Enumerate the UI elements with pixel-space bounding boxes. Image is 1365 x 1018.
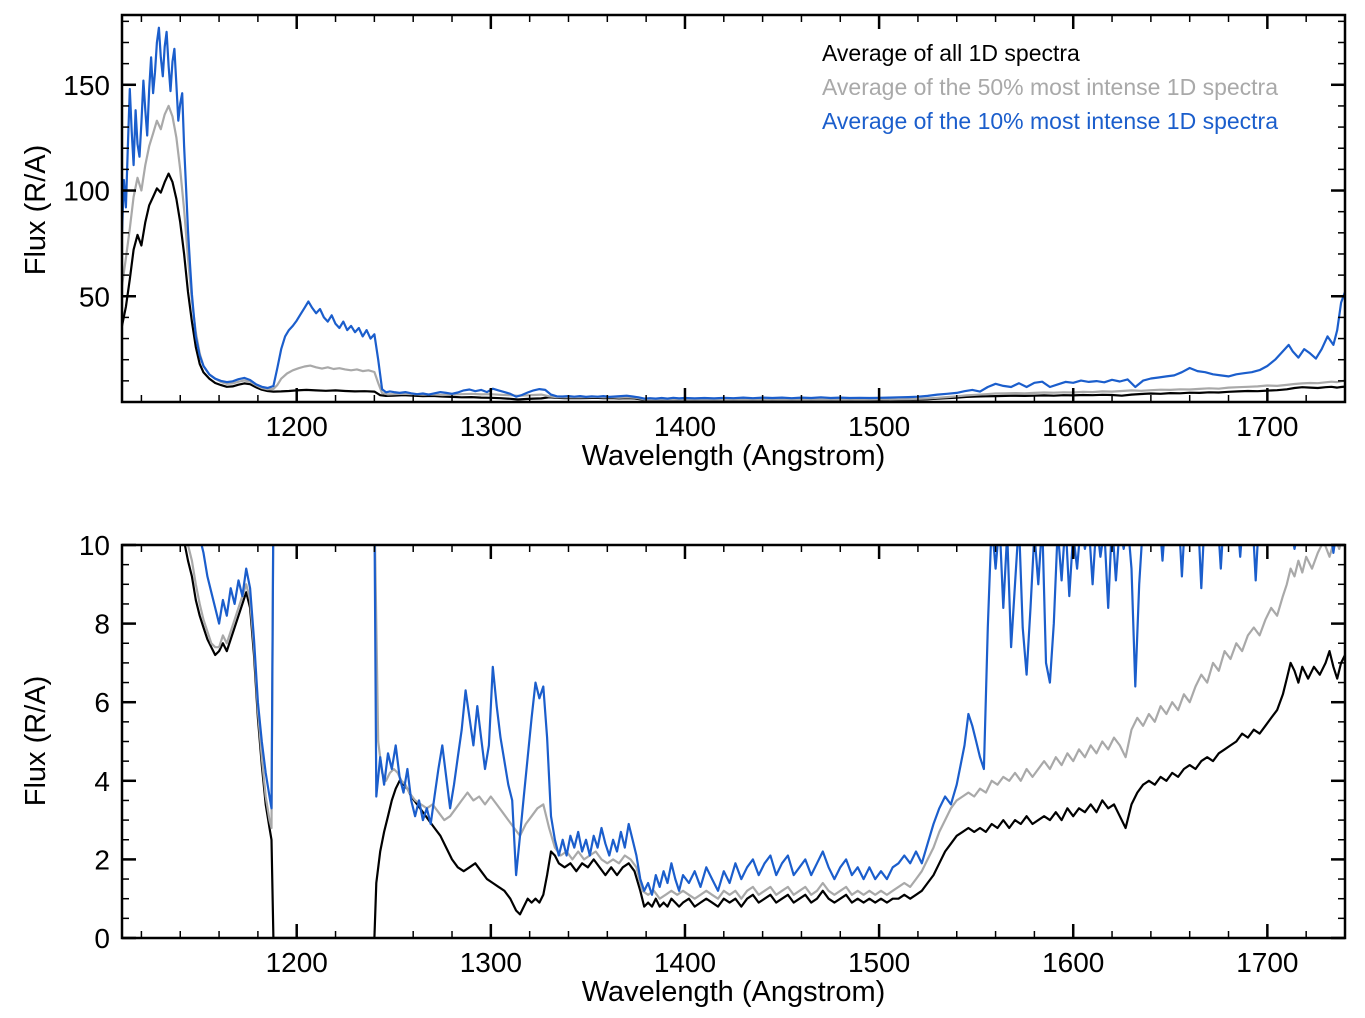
x-tick-label: 1600 (1042, 947, 1104, 978)
top-spectrum-plot: 1200 1300 1400 1500 1600 1700 50 100 150 (63, 13, 1347, 442)
legend: Average of all 1D spectra Average of the… (822, 36, 1278, 138)
legend-item-all-spectra: Average of all 1D spectra (822, 40, 1080, 66)
x-tick-label: 1500 (848, 947, 910, 978)
y-tick-label: 150 (63, 70, 110, 101)
spectrum-line-p50 (122, 104, 1345, 401)
bottom-yaxis-label: Flux (R/A) (20, 675, 52, 807)
legend-item-10pct-spectra: Average of the 10% most intense 1D spect… (822, 108, 1279, 134)
bottom-spectrum-plot: 1200 1300 1400 1500 1600 1700 0 2 4 6 8 10 (79, 530, 1347, 978)
plot-frame (120, 543, 1347, 940)
top-yaxis-label: Flux (R/A) (20, 144, 52, 276)
y-tick-label: 4 (94, 766, 110, 797)
x-tick-label: 1400 (654, 411, 716, 442)
y-tick-label: 100 (63, 176, 110, 207)
spectrum-line-p10 (200, 545, 1336, 896)
y-tick-label: 2 (94, 844, 110, 875)
spectrum-line-p10 (122, 26, 1345, 400)
x-tick-label: 1600 (1042, 411, 1104, 442)
spectrum-line-p50 (186, 545, 1342, 900)
top-xaxis-label: Wavelength (Angstrom) (581, 440, 886, 472)
y-tick-label: 0 (94, 923, 110, 954)
y-tick-label: 10 (79, 530, 110, 561)
x-tick-label: 1200 (266, 411, 328, 442)
y-tick-label: 6 (94, 687, 110, 718)
plot-frame (120, 13, 1347, 404)
x-tick-label: 1300 (460, 411, 522, 442)
y-tick-label: 8 (94, 609, 110, 640)
x-tick-label: 1300 (460, 947, 522, 978)
y-tick-label: 50 (79, 281, 110, 312)
x-tick-label: 1500 (848, 411, 910, 442)
bottom-xaxis-label: Wavelength (Angstrom) (581, 976, 886, 1008)
legend-item-50pct-spectra: Average of the 50% most intense 1D spect… (822, 74, 1279, 100)
x-tick-label: 1200 (266, 947, 328, 978)
x-tick-label: 1700 (1236, 947, 1298, 978)
x-tick-label: 1700 (1236, 411, 1298, 442)
x-tick-label: 1400 (654, 947, 716, 978)
spectrum-line-all (183, 545, 1345, 938)
